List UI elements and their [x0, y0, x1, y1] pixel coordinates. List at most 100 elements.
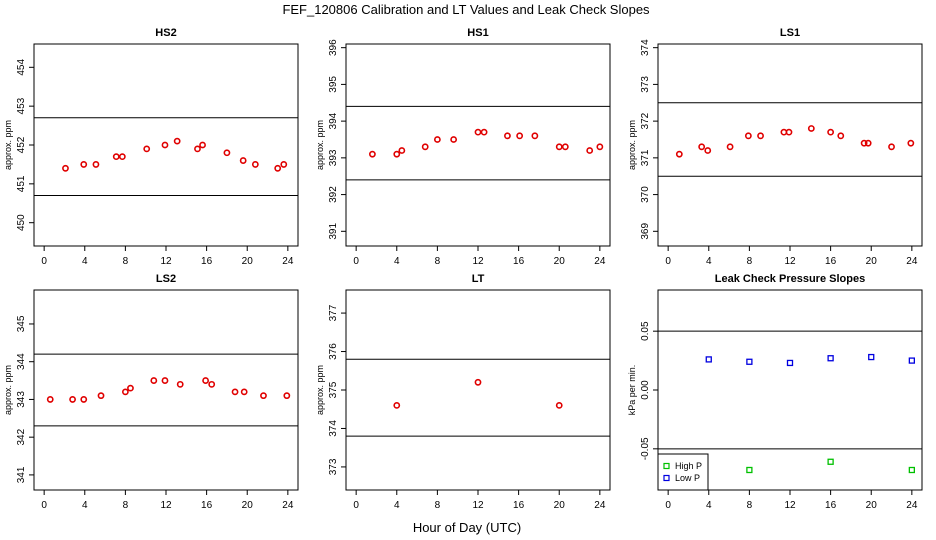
data-point: [176, 380, 184, 388]
data-point: [555, 401, 563, 409]
legend-box: [657, 453, 709, 491]
data-point: [127, 384, 134, 392]
data-point: [121, 388, 129, 396]
data-point: [785, 128, 793, 136]
x-tick-label: 0: [665, 256, 671, 267]
data-point: [143, 145, 151, 153]
data-point: [80, 161, 88, 168]
data-point: [504, 132, 511, 140]
x-tick-label: 12: [472, 256, 484, 267]
data-point: [150, 377, 158, 384]
x-tick-label: 20: [242, 256, 254, 267]
panel-title: LS2: [156, 273, 176, 285]
x-tick-label: 0: [41, 256, 47, 267]
x-tick-label: 8: [435, 256, 441, 267]
y-tick-label: 393: [328, 149, 339, 166]
data-point: [208, 380, 216, 388]
x-tick-label: 24: [282, 500, 294, 511]
data-point: [908, 357, 915, 364]
data-point: [69, 396, 76, 403]
data-point: [827, 355, 834, 362]
data-point: [746, 358, 753, 365]
x-tick-label: 16: [201, 256, 213, 267]
x-tick-label: 16: [513, 500, 525, 511]
data-point: [586, 147, 594, 154]
x-tick-label: 4: [82, 500, 88, 511]
data-point: [223, 149, 231, 157]
data-point: [173, 137, 181, 145]
data-point: [868, 353, 875, 361]
x-tick-label: 24: [594, 500, 606, 511]
x-tick-label: 8: [123, 256, 129, 267]
y-tick-label: 0.00: [640, 380, 651, 400]
legend-entry: High P: [675, 461, 702, 471]
data-point: [474, 128, 482, 136]
x-tick-label: 16: [513, 256, 525, 267]
y-tick-label: 454: [16, 59, 27, 76]
x-tick-label: 8: [435, 500, 441, 511]
x-tick-label: 24: [906, 256, 918, 267]
y-tick-label: 375: [328, 381, 339, 398]
panel-title: Leak Check Pressure Slopes: [715, 273, 865, 285]
y-tick-label: -0.05: [640, 437, 651, 460]
y-tick-label: 392: [328, 186, 339, 203]
data-point: [421, 143, 429, 151]
data-point: [860, 139, 868, 147]
data-point: [516, 132, 524, 140]
x-tick-label: 20: [554, 256, 566, 267]
y-tick-label: 376: [328, 343, 339, 360]
y-axis-label: kPa per min.: [627, 365, 637, 416]
panel-4: LS2 approx. ppm 0 4 8 12 16 20 24 341 342 343 344 345: [3, 273, 299, 511]
x-tick-label: 20: [554, 500, 566, 511]
data-point: [202, 377, 209, 384]
data-point: [807, 125, 815, 132]
data-point: [280, 161, 288, 168]
data-point: [786, 359, 794, 367]
y-tick-label: 374: [640, 39, 651, 56]
data-point: [908, 466, 915, 474]
data-point: [531, 132, 539, 140]
y-tick-label: 396: [328, 39, 339, 56]
y-axis-label: approx. ppm: [315, 120, 325, 170]
data-point: [118, 153, 126, 161]
data-point: [450, 136, 458, 143]
x-tick-label: 0: [353, 500, 359, 511]
data-point: [283, 392, 291, 400]
y-tick-label: 377: [328, 304, 339, 321]
data-point: [80, 396, 88, 403]
panel-6: Leak Check Pressure Slopes kPa per min. 0 4…: [627, 273, 923, 511]
data-point: [596, 143, 604, 151]
x-tick-label: 0: [353, 256, 359, 267]
panel-5: LT approx. ppm 0 4 8 12 16 20 24 373 374 375 376 377: [315, 273, 611, 511]
data-point: [398, 147, 406, 154]
data-point: [827, 128, 835, 136]
y-tick-label: 370: [640, 186, 651, 203]
data-point: [726, 143, 734, 151]
y-tick-label: 395: [328, 76, 339, 93]
panels-group: HS2 approx. ppm 0 4 8 12 16 20 24 450 451 452 453 454…: [3, 27, 923, 511]
x-tick-label: 20: [866, 256, 878, 267]
panel-title: LS1: [780, 27, 800, 39]
y-axis-label: approx. ppm: [315, 365, 325, 415]
y-tick-label: 343: [16, 391, 27, 408]
y-tick-label: 451: [16, 175, 27, 192]
y-tick-label: 450: [16, 214, 27, 231]
y-tick-label: 373: [640, 76, 651, 93]
data-point: [239, 157, 247, 164]
y-tick-label: 371: [640, 149, 651, 166]
x-tick-label: 20: [866, 500, 878, 511]
y-tick-label: 345: [16, 315, 27, 332]
data-point: [864, 139, 872, 147]
x-tick-label: 8: [747, 500, 753, 511]
x-tick-label: 8: [747, 256, 753, 267]
data-point: [194, 145, 201, 153]
figure-xlabel: Hour of Day (UTC): [413, 520, 521, 535]
y-tick-label: 341: [16, 466, 27, 483]
panel-title: HS1: [467, 27, 488, 39]
x-tick-label: 4: [706, 500, 712, 511]
y-tick-label: 373: [328, 458, 339, 475]
x-tick-label: 12: [784, 256, 796, 267]
x-tick-label: 4: [82, 256, 88, 267]
